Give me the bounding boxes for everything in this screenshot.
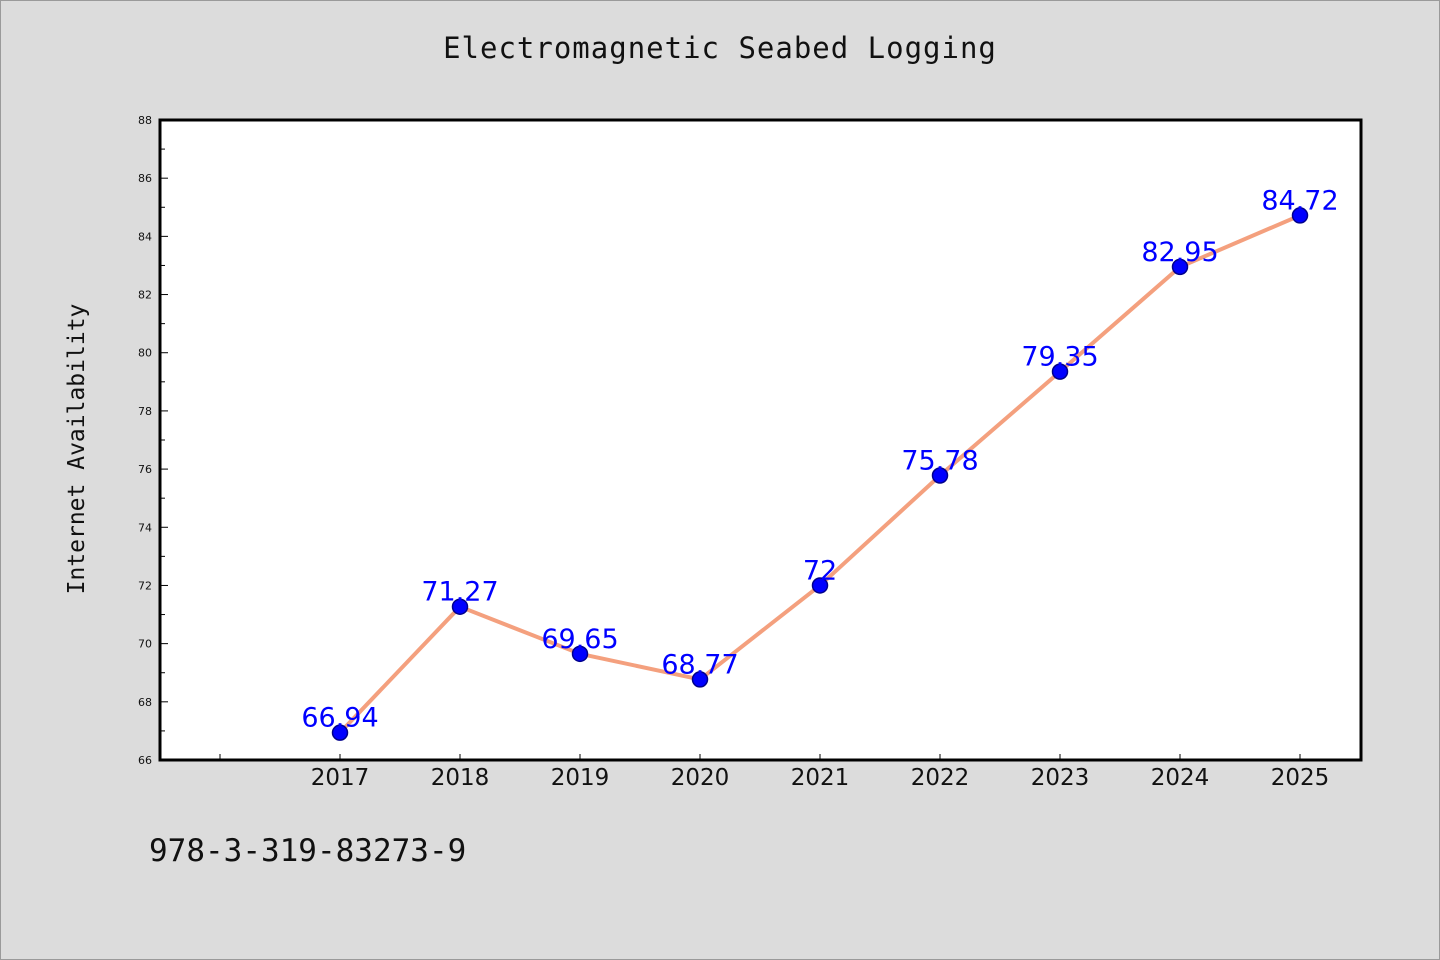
data-point: [451, 598, 469, 615]
chart-title: Electromagnetic Seabed Logging: [443, 31, 997, 65]
footer-code: 978-3-319-83273-9: [149, 833, 467, 869]
y-tick-label: 84: [138, 230, 152, 243]
data-label: 84.72: [1261, 185, 1338, 216]
y-tick-label: 88: [138, 114, 152, 127]
y-tick-label: 76: [138, 463, 152, 476]
data-point: [331, 724, 349, 741]
data-label: 72: [803, 555, 837, 586]
y-tick-label: 86: [138, 172, 152, 185]
x-tick-label: 2020: [671, 765, 730, 791]
data-label: 75.78: [901, 445, 978, 476]
data-label: 71.27: [421, 577, 498, 608]
data-point: [1051, 363, 1069, 380]
data-point: [571, 645, 589, 663]
y-tick-label: 80: [138, 347, 152, 360]
data-label: 68.77: [661, 649, 738, 680]
data-label: 82.95: [1141, 237, 1218, 268]
data-point: [1291, 207, 1309, 224]
y-tick-label: 70: [138, 638, 152, 651]
y-tick-label: 82: [138, 289, 152, 302]
data-label: 69.65: [541, 624, 618, 655]
x-tick-label: 2017: [311, 765, 370, 791]
x-tick-label: 2023: [1031, 765, 1090, 791]
y-tick-label: 66: [138, 754, 152, 767]
data-label: 66.94: [301, 703, 378, 734]
data-point: [691, 671, 709, 688]
data-point: [931, 467, 949, 484]
y-tick-label: 78: [138, 405, 152, 418]
y-tick-label: 68: [138, 696, 152, 709]
data-point: [1171, 258, 1189, 276]
x-tick-label: 2021: [791, 765, 850, 791]
x-tick-label: 2022: [911, 765, 970, 791]
y-tick-label: 74: [138, 521, 152, 534]
y-tick-label: 72: [138, 579, 152, 592]
x-tick-label: 2024: [1151, 765, 1210, 791]
data-point: [811, 577, 829, 594]
plot-frame: [158, 118, 1363, 762]
x-tick-label: 2019: [551, 765, 610, 791]
data-label: 79.35: [1021, 342, 1098, 373]
x-tick-label: 2025: [1271, 765, 1330, 791]
x-tick-label: 2018: [431, 765, 490, 791]
